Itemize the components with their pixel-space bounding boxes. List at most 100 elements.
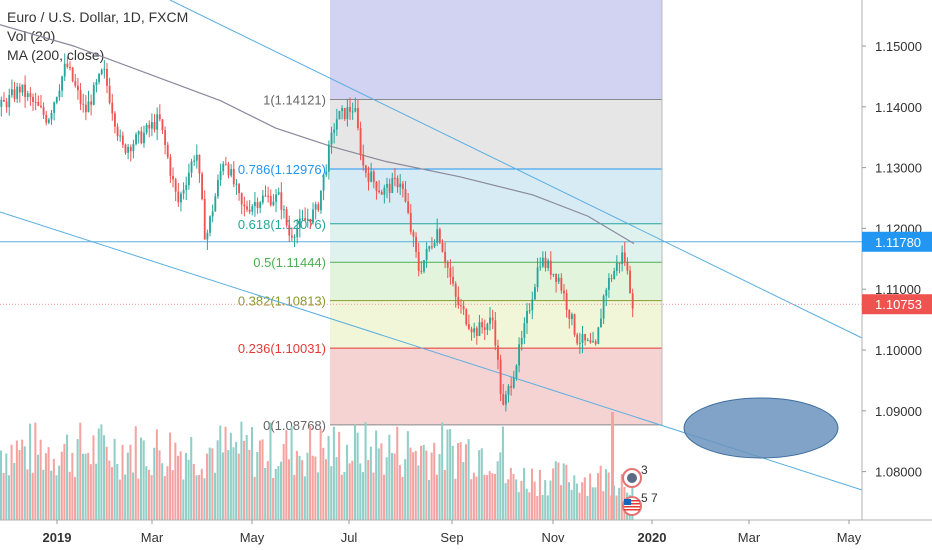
volume-bar bbox=[274, 468, 277, 520]
candle-body bbox=[77, 85, 79, 91]
candle-body bbox=[296, 227, 299, 238]
candle-body bbox=[177, 191, 180, 203]
volume-bar bbox=[317, 472, 320, 520]
volume-bar bbox=[343, 471, 346, 520]
time-axis[interactable] bbox=[0, 520, 932, 550]
candle-body bbox=[269, 196, 272, 206]
candle-body bbox=[26, 93, 29, 98]
candle-body bbox=[420, 270, 423, 272]
volume-bar bbox=[237, 453, 240, 520]
candle-body bbox=[409, 212, 412, 232]
candle-body bbox=[380, 192, 383, 195]
volume-bar bbox=[293, 474, 296, 520]
candle-body bbox=[317, 204, 320, 211]
volume-bar bbox=[327, 436, 330, 520]
candle-body bbox=[143, 132, 145, 144]
volume-bar bbox=[198, 475, 201, 520]
candle-body bbox=[256, 201, 259, 208]
volume-bar bbox=[287, 459, 290, 520]
volume-bar bbox=[303, 476, 306, 520]
candle-body bbox=[55, 97, 58, 103]
fibonacci-retracement[interactable]: 1(1.14121) 0.786(1.12976) 0.618(1.12076) 0.… bbox=[238, 0, 663, 433]
fib-zone bbox=[330, 99, 662, 170]
candle-body bbox=[290, 235, 293, 238]
candle-body bbox=[222, 163, 225, 172]
candle-body bbox=[187, 172, 190, 186]
fib-level-label: 1(1.14121) bbox=[263, 92, 326, 107]
candle-body bbox=[74, 81, 77, 86]
volume-bar bbox=[594, 487, 597, 520]
volume-bar bbox=[449, 429, 452, 520]
candle-body bbox=[209, 216, 211, 233]
y-tick-label: 1.15000 bbox=[875, 39, 922, 54]
volume-bar bbox=[158, 450, 161, 520]
chart-legend: Euro / U.S. Dollar, 1D, FXCM Vol (20) MA… bbox=[7, 8, 188, 65]
volume-bar bbox=[184, 452, 187, 520]
candle-body bbox=[71, 67, 74, 82]
volume-bar bbox=[631, 470, 634, 520]
volume-bar bbox=[200, 468, 203, 520]
price-label-box bbox=[862, 294, 932, 315]
candle-body bbox=[438, 229, 441, 243]
candle-body bbox=[541, 257, 544, 267]
volume-bar bbox=[393, 453, 396, 520]
volume-bar bbox=[375, 430, 378, 520]
volume-bar bbox=[478, 450, 481, 520]
candle-body bbox=[121, 135, 124, 145]
volume-bar bbox=[525, 488, 528, 520]
volume-bar bbox=[499, 452, 502, 520]
candle-body bbox=[404, 189, 407, 202]
volume-bar bbox=[335, 457, 338, 520]
volume-bar bbox=[269, 422, 272, 520]
candle-body bbox=[499, 359, 502, 395]
volume-bar bbox=[182, 479, 185, 520]
volume-bar bbox=[140, 437, 143, 520]
price-label-box bbox=[862, 231, 932, 252]
candle-body bbox=[449, 267, 452, 277]
candle-body bbox=[473, 328, 476, 333]
candle-body bbox=[362, 154, 365, 166]
candle-body bbox=[288, 225, 291, 236]
candle-body bbox=[544, 257, 547, 269]
volume-bar bbox=[570, 489, 573, 520]
ellipse-annotation[interactable] bbox=[683, 397, 839, 459]
volume-bar bbox=[486, 475, 489, 520]
event-badges[interactable]: 3 5 7 bbox=[622, 463, 658, 516]
candle-body bbox=[415, 236, 417, 252]
candle-body bbox=[623, 252, 626, 262]
volume-bar bbox=[306, 452, 309, 520]
volume-bar bbox=[63, 443, 66, 520]
volume-indicator-label[interactable]: Vol (20) bbox=[7, 28, 56, 44]
candlesticks[interactable] bbox=[0, 53, 634, 412]
candle-body bbox=[53, 102, 56, 113]
volume-bar bbox=[425, 450, 428, 520]
price-axis[interactable] bbox=[862, 0, 932, 550]
upper-trendline[interactable] bbox=[169, 0, 863, 339]
candle-body bbox=[576, 334, 579, 344]
candle-body bbox=[412, 231, 415, 237]
symbol-title[interactable]: Euro / U.S. Dollar, 1D, FXCM bbox=[7, 9, 189, 25]
ma-indicator-label[interactable]: MA (200, close) bbox=[7, 47, 105, 63]
candle-body bbox=[21, 84, 24, 93]
candle-body bbox=[563, 290, 565, 294]
candle-body bbox=[343, 108, 346, 119]
volume-bar bbox=[562, 463, 565, 520]
candle-body bbox=[452, 276, 454, 284]
candle-body bbox=[560, 277, 563, 291]
candle-body bbox=[528, 310, 531, 312]
volume-bar bbox=[567, 482, 570, 520]
volume-bar bbox=[179, 451, 182, 520]
volume-bar bbox=[161, 463, 164, 520]
candle-body bbox=[375, 181, 378, 191]
volume-bar bbox=[121, 444, 124, 520]
event-badge-count: 3 bbox=[641, 463, 648, 477]
candle-body bbox=[211, 211, 214, 217]
candle-body bbox=[182, 189, 185, 194]
candle-body bbox=[45, 114, 48, 123]
y-tick-label: 1.08000 bbox=[875, 465, 922, 480]
candle-body bbox=[29, 93, 32, 97]
candle-body bbox=[161, 119, 164, 131]
ma200-line[interactable] bbox=[0, 24, 635, 245]
candle-body bbox=[240, 193, 243, 205]
